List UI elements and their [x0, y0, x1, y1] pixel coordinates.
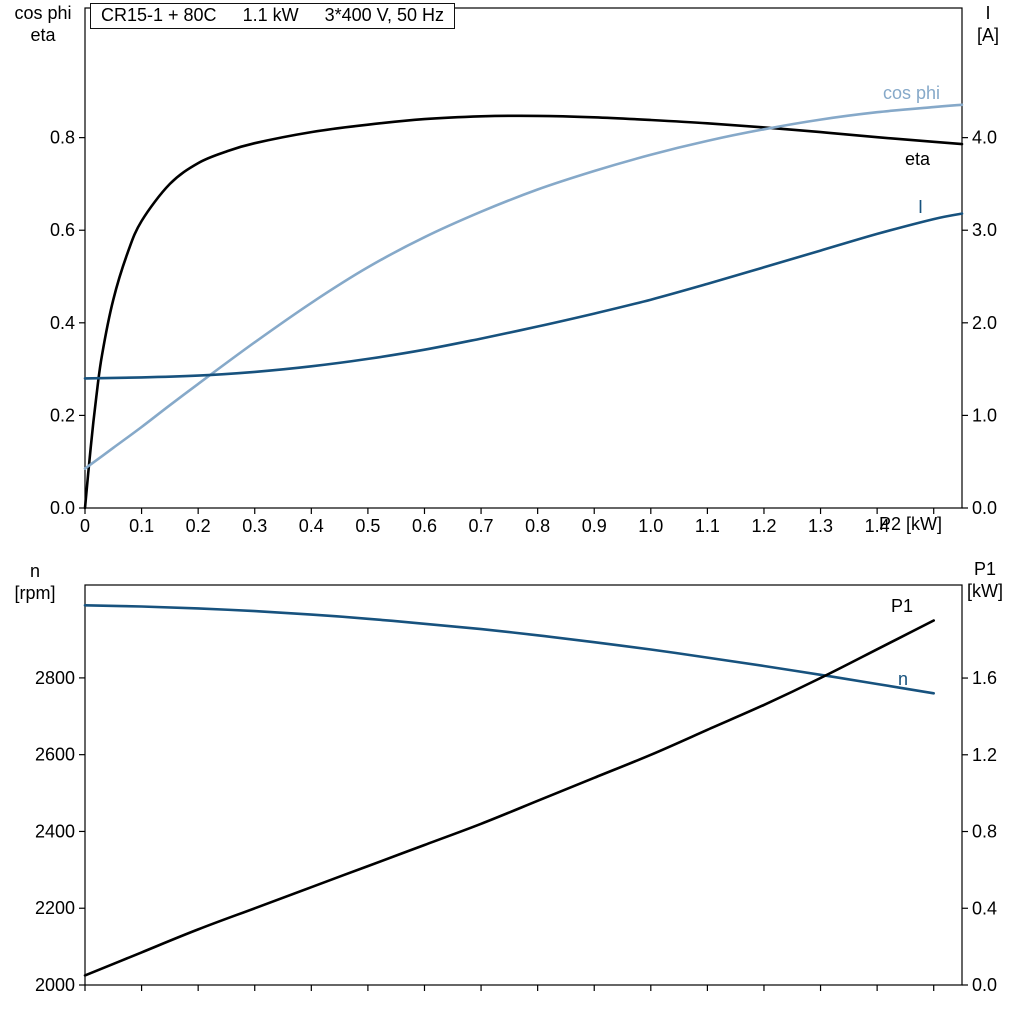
x-tick-label: 0.8 — [525, 516, 550, 536]
curve-i — [83, 212, 964, 380]
right-tick-label: 3.0 — [972, 220, 997, 240]
right-tick-label: 0.4 — [972, 898, 997, 918]
p1-unit-label: [kW] — [967, 581, 1003, 601]
x-tick-label: 0.7 — [469, 516, 494, 536]
x-tick-label: 1.3 — [808, 516, 833, 536]
current-axis-label: I — [985, 3, 991, 23]
right-tick-label: 0.8 — [972, 822, 997, 842]
curve-n — [83, 604, 935, 695]
plot-frame — [84, 7, 963, 509]
curve-eta — [83, 114, 964, 510]
left-tick-label: 0.8 — [50, 128, 75, 148]
chart-title-box: CR15-1 + 80C 1.1 kW 3*400 V, 50 Hz — [90, 3, 456, 29]
x-tick-label: 0.3 — [242, 516, 267, 536]
curve-p1 — [83, 619, 935, 977]
right-tick-label: 1.2 — [972, 745, 997, 765]
x-tick-label: 1.4 — [865, 516, 890, 536]
top-left-axis-title: cos phi eta — [4, 2, 82, 46]
eta-axis-label: eta — [30, 25, 56, 45]
x-tick-label: 0.6 — [412, 516, 437, 536]
bottom-right-axis-title: P1 [kW] — [952, 558, 1018, 602]
plot-frame — [84, 584, 963, 986]
x-tick-label: 0 — [80, 516, 90, 536]
x-tick-label: 0.9 — [582, 516, 607, 536]
cos-phi-axis-label: cos phi — [14, 3, 72, 23]
right-tick-label: 1.0 — [972, 405, 997, 425]
pump-model-label: CR15-1 + 80C — [101, 5, 217, 25]
speed-unit-label: [rpm] — [14, 583, 56, 603]
x-tick-label: 1.2 — [751, 516, 776, 536]
left-tick-label: 2800 — [35, 668, 75, 688]
x-tick-label: 0.1 — [129, 516, 154, 536]
left-tick-label: 2000 — [35, 975, 75, 995]
left-tick-label: 0.0 — [50, 498, 75, 518]
left-tick-label: 0.4 — [50, 313, 75, 333]
current-curve-label: I — [918, 197, 924, 217]
left-tick-label: 0.6 — [50, 220, 75, 240]
left-tick-label: 2600 — [35, 745, 75, 765]
right-tick-label: 1.6 — [972, 668, 997, 688]
x-tick-label: 0.2 — [186, 516, 211, 536]
x-tick-label: 1.1 — [695, 516, 720, 536]
top-right-axis-title: I [A] — [958, 2, 1018, 46]
supply-label: 3*400 V, 50 Hz — [324, 5, 445, 25]
cos-phi-curve-label: cos phi — [883, 83, 941, 103]
right-tick-label: 2.0 — [972, 313, 997, 333]
speed-curve-label: n — [898, 669, 909, 689]
speed-axis-label: n — [29, 561, 40, 581]
left-tick-label: 2400 — [35, 821, 75, 841]
eta-curve-label: eta — [905, 149, 931, 169]
x-tick-label: 0.5 — [355, 516, 380, 536]
motor-power-label: 1.1 kW — [242, 5, 299, 25]
current-unit-label: [A] — [976, 25, 999, 45]
left-tick-label: 2200 — [35, 898, 75, 918]
right-tick-label: 4.0 — [972, 128, 997, 148]
right-tick-label: 0.0 — [972, 498, 997, 518]
right-tick-label: 0.0 — [972, 975, 997, 995]
x-tick-label: 1.0 — [638, 516, 663, 536]
x-tick-label: 0.4 — [299, 516, 324, 536]
left-tick-label: 0.2 — [50, 405, 75, 425]
p1-axis-label: P1 — [973, 559, 997, 579]
x-axis-title: P2 [kW] — [879, 514, 943, 534]
curve-cos-phi — [83, 103, 964, 470]
p1-curve-label: P1 — [891, 596, 914, 616]
bottom-left-axis-title: n [rpm] — [4, 560, 66, 604]
